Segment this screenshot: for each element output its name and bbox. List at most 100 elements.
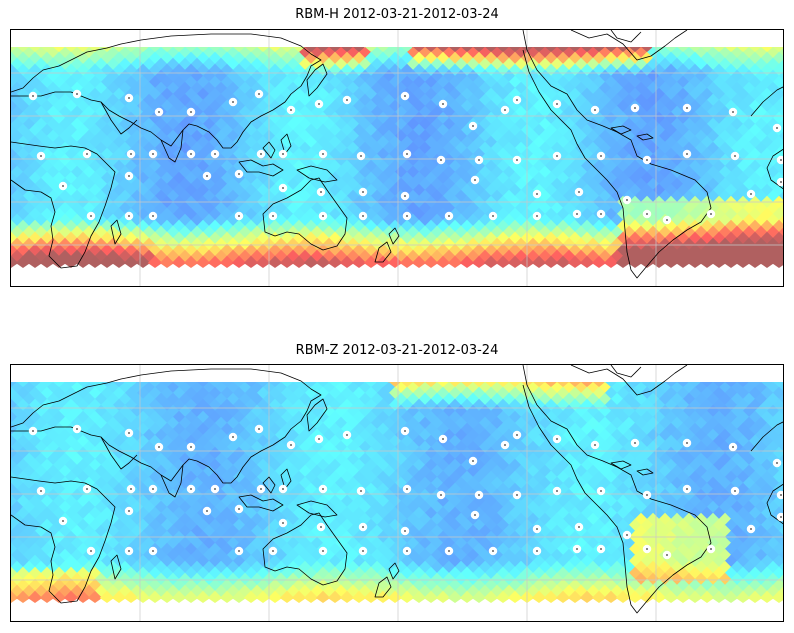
coastline-path [100, 101, 138, 135]
heatmap-cell [459, 482, 475, 498]
heatmap-cell [159, 219, 175, 235]
heatmap-cell [87, 554, 103, 570]
heatmap-cell [411, 219, 427, 235]
heatmap-cell [291, 470, 307, 486]
heatmap-cell [159, 578, 175, 594]
heatmap-cell [369, 382, 385, 396]
heatmap-cell [333, 476, 349, 492]
heatmap-cell [345, 213, 361, 229]
heatmap-cell [99, 446, 115, 462]
heatmap-cell [333, 165, 349, 181]
heatmap-cell [333, 382, 349, 396]
heatmap-cell [465, 464, 481, 480]
heatmap-cell [207, 171, 223, 187]
heatmap-cell [69, 560, 85, 576]
heatmap-cell [279, 207, 295, 223]
heatmap-cell [93, 452, 109, 468]
heatmap-cell [153, 213, 169, 229]
heatmap-cell [231, 123, 247, 139]
heatmap-cell [87, 566, 103, 582]
heatmap-cell [309, 382, 325, 396]
panel-title-rbm-z: RBM-Z 2012-03-21-2012-03-24 [295, 343, 499, 358]
heatmap-cell [507, 470, 523, 486]
heatmap-cell [459, 386, 475, 402]
heatmap-cell [303, 183, 319, 199]
station-marker-dot [362, 191, 364, 193]
heatmap-cell [279, 159, 295, 175]
heatmap-cell [477, 536, 493, 552]
heatmap-cell [117, 392, 133, 408]
heatmap-cell [183, 171, 199, 187]
heatmap-cell [93, 512, 109, 528]
station-marker-dot [318, 103, 320, 105]
heatmap-cell [213, 81, 229, 97]
heatmap-cell [165, 69, 181, 85]
heatmap-cell [471, 530, 487, 546]
heatmap-cell [27, 382, 43, 390]
heatmap-cell [495, 243, 511, 259]
heatmap-cell [663, 255, 679, 268]
heatmap-cell [207, 386, 223, 402]
heatmap-cell [87, 386, 103, 402]
heatmap-cell [321, 165, 337, 181]
heatmap-cell [375, 458, 391, 474]
heatmap-cell [459, 446, 475, 462]
heatmap-cell [465, 392, 481, 408]
heatmap-cell [381, 464, 397, 480]
heatmap-cell [27, 470, 43, 486]
heatmap-cell [447, 219, 463, 235]
heatmap-cell [135, 482, 151, 498]
heatmap-cell [321, 47, 337, 61]
heatmap-cell [63, 159, 79, 175]
heatmap-cell [117, 536, 133, 552]
heatmap-cell [57, 476, 73, 492]
heatmap-cell [15, 410, 31, 426]
heatmap-cell [99, 195, 115, 211]
heatmap-cell [369, 476, 385, 492]
heatmap-cell [387, 530, 403, 546]
station-marker-dot [556, 155, 558, 157]
heatmap-cell [459, 542, 475, 558]
heatmap-cell [333, 177, 349, 193]
heatmap-cell [315, 219, 331, 235]
heatmap-cell [405, 476, 421, 492]
heatmap-cell [471, 255, 487, 268]
heatmap-cell [15, 207, 31, 223]
heatmap-cell [315, 398, 331, 414]
heatmap-cell [339, 243, 355, 259]
heatmap-cell [339, 159, 355, 175]
heatmap-cell [129, 488, 145, 504]
heatmap-cell [303, 434, 319, 450]
heatmap-cell [363, 195, 379, 211]
heatmap-cell [153, 225, 169, 241]
heatmap-cell [153, 177, 169, 193]
heatmap-cell [267, 482, 283, 498]
heatmap-cell [615, 382, 631, 390]
heatmap-cell [489, 249, 505, 265]
heatmap-cell [51, 410, 67, 426]
heatmap-cell [159, 123, 175, 139]
heatmap-cell [207, 219, 223, 235]
heatmap-cell [441, 249, 457, 265]
heatmap-cell [345, 428, 361, 444]
heatmap-cell [267, 554, 283, 570]
heatmap-cell [507, 422, 523, 438]
heatmap-cell [321, 392, 337, 408]
heatmap-cell [231, 398, 247, 414]
heatmap-cell [105, 392, 121, 408]
heatmap-cell [27, 195, 43, 211]
heatmap-cell [381, 213, 397, 229]
heatmap-cell [387, 171, 403, 187]
heatmap-cell [75, 506, 91, 522]
heatmap-cell [441, 213, 457, 229]
heatmap-cell [447, 494, 463, 510]
heatmap-cell [393, 500, 409, 516]
heatmap-cell [129, 47, 145, 61]
heatmap-cell [369, 560, 385, 576]
heatmap-cell [303, 255, 319, 268]
heatmap-cell [225, 440, 241, 456]
heatmap-cell [15, 566, 31, 582]
heatmap-cell [135, 63, 151, 79]
heatmap-cell [201, 129, 217, 145]
coastline-path [296, 165, 338, 183]
